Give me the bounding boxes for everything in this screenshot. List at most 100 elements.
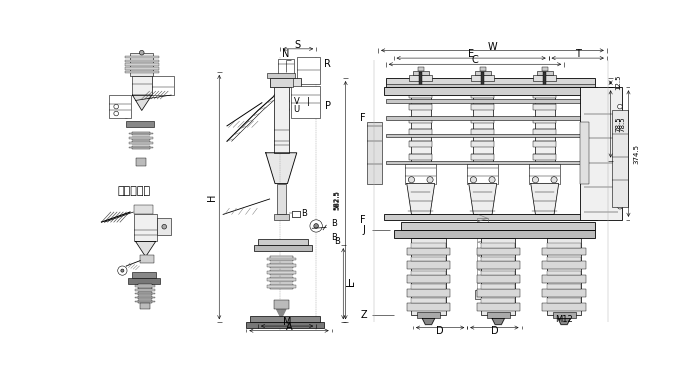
Bar [401,222,595,230]
Bar [407,275,450,283]
Text: 582.5: 582.5 [333,190,340,210]
Bar [140,255,154,263]
Bar [109,95,131,118]
Bar [409,92,433,98]
Bar [412,285,446,289]
Bar [471,129,494,135]
Bar [135,297,155,298]
Bar [270,256,293,261]
Bar [132,146,150,149]
Bar [407,261,450,269]
Circle shape [533,177,538,183]
Bar [471,75,494,81]
Text: F: F [360,215,365,225]
Bar [480,66,486,71]
Bar [477,218,488,291]
Text: R: R [324,59,331,69]
Circle shape [551,177,557,183]
Bar [535,86,555,163]
Bar [130,53,153,76]
Bar [409,104,433,111]
Bar [132,136,150,140]
Polygon shape [558,318,570,324]
Bar [267,264,296,267]
Bar [125,68,159,70]
Bar [543,72,546,164]
Bar [481,271,515,275]
Bar [134,205,153,214]
Circle shape [617,135,622,140]
Bar [542,275,586,283]
Polygon shape [407,184,435,214]
Text: L: L [349,279,354,289]
Bar [533,104,556,111]
Bar [135,285,155,287]
Bar [270,263,293,268]
Bar [278,59,294,78]
Bar [547,285,581,289]
Text: D: D [491,327,498,336]
Polygon shape [276,309,286,318]
Polygon shape [492,318,505,324]
Bar [547,298,581,303]
Bar [533,117,556,123]
Circle shape [470,177,477,183]
Bar [138,300,152,303]
Bar [529,164,560,184]
Bar [386,99,595,103]
Text: |: | [307,97,310,106]
Bar [547,271,581,275]
Bar [537,71,552,75]
Text: V: V [294,97,300,106]
Bar [407,248,450,255]
Polygon shape [136,242,155,257]
Bar [386,134,595,137]
Text: B: B [301,209,307,218]
Bar [542,289,586,297]
Bar [477,275,520,283]
Bar [132,76,152,95]
Bar [130,133,153,134]
Bar [413,71,428,75]
Bar [417,312,440,318]
Bar [267,278,296,280]
Bar [384,87,596,95]
Text: U: U [294,105,300,114]
Bar [393,230,595,237]
Polygon shape [422,318,435,324]
Bar [481,298,515,303]
Bar [132,132,150,135]
Bar [580,87,622,220]
Bar [125,71,159,74]
Bar [547,243,581,248]
Bar [292,211,300,217]
Bar [412,257,446,261]
Bar [140,303,150,309]
Bar [254,245,312,251]
Circle shape [617,170,622,174]
Bar [409,117,433,123]
Bar [386,160,595,164]
Bar [136,158,146,166]
Text: 374.5: 374.5 [634,144,639,164]
Bar [471,117,494,123]
Circle shape [408,177,414,183]
Bar [290,86,320,118]
Bar [409,154,433,160]
Bar [411,86,430,163]
Bar [412,271,446,275]
Bar [473,86,493,163]
Bar [533,141,556,147]
Text: A: A [286,322,293,332]
Bar [481,285,515,289]
Bar [407,303,450,310]
Circle shape [276,87,284,95]
Bar [135,289,155,291]
Bar [125,63,159,66]
Bar [481,237,515,315]
Circle shape [118,266,127,275]
Text: 侧装左操作: 侧装左操作 [118,186,150,195]
Bar [471,104,494,111]
Bar [386,116,595,120]
Text: 582.5: 582.5 [335,190,341,210]
